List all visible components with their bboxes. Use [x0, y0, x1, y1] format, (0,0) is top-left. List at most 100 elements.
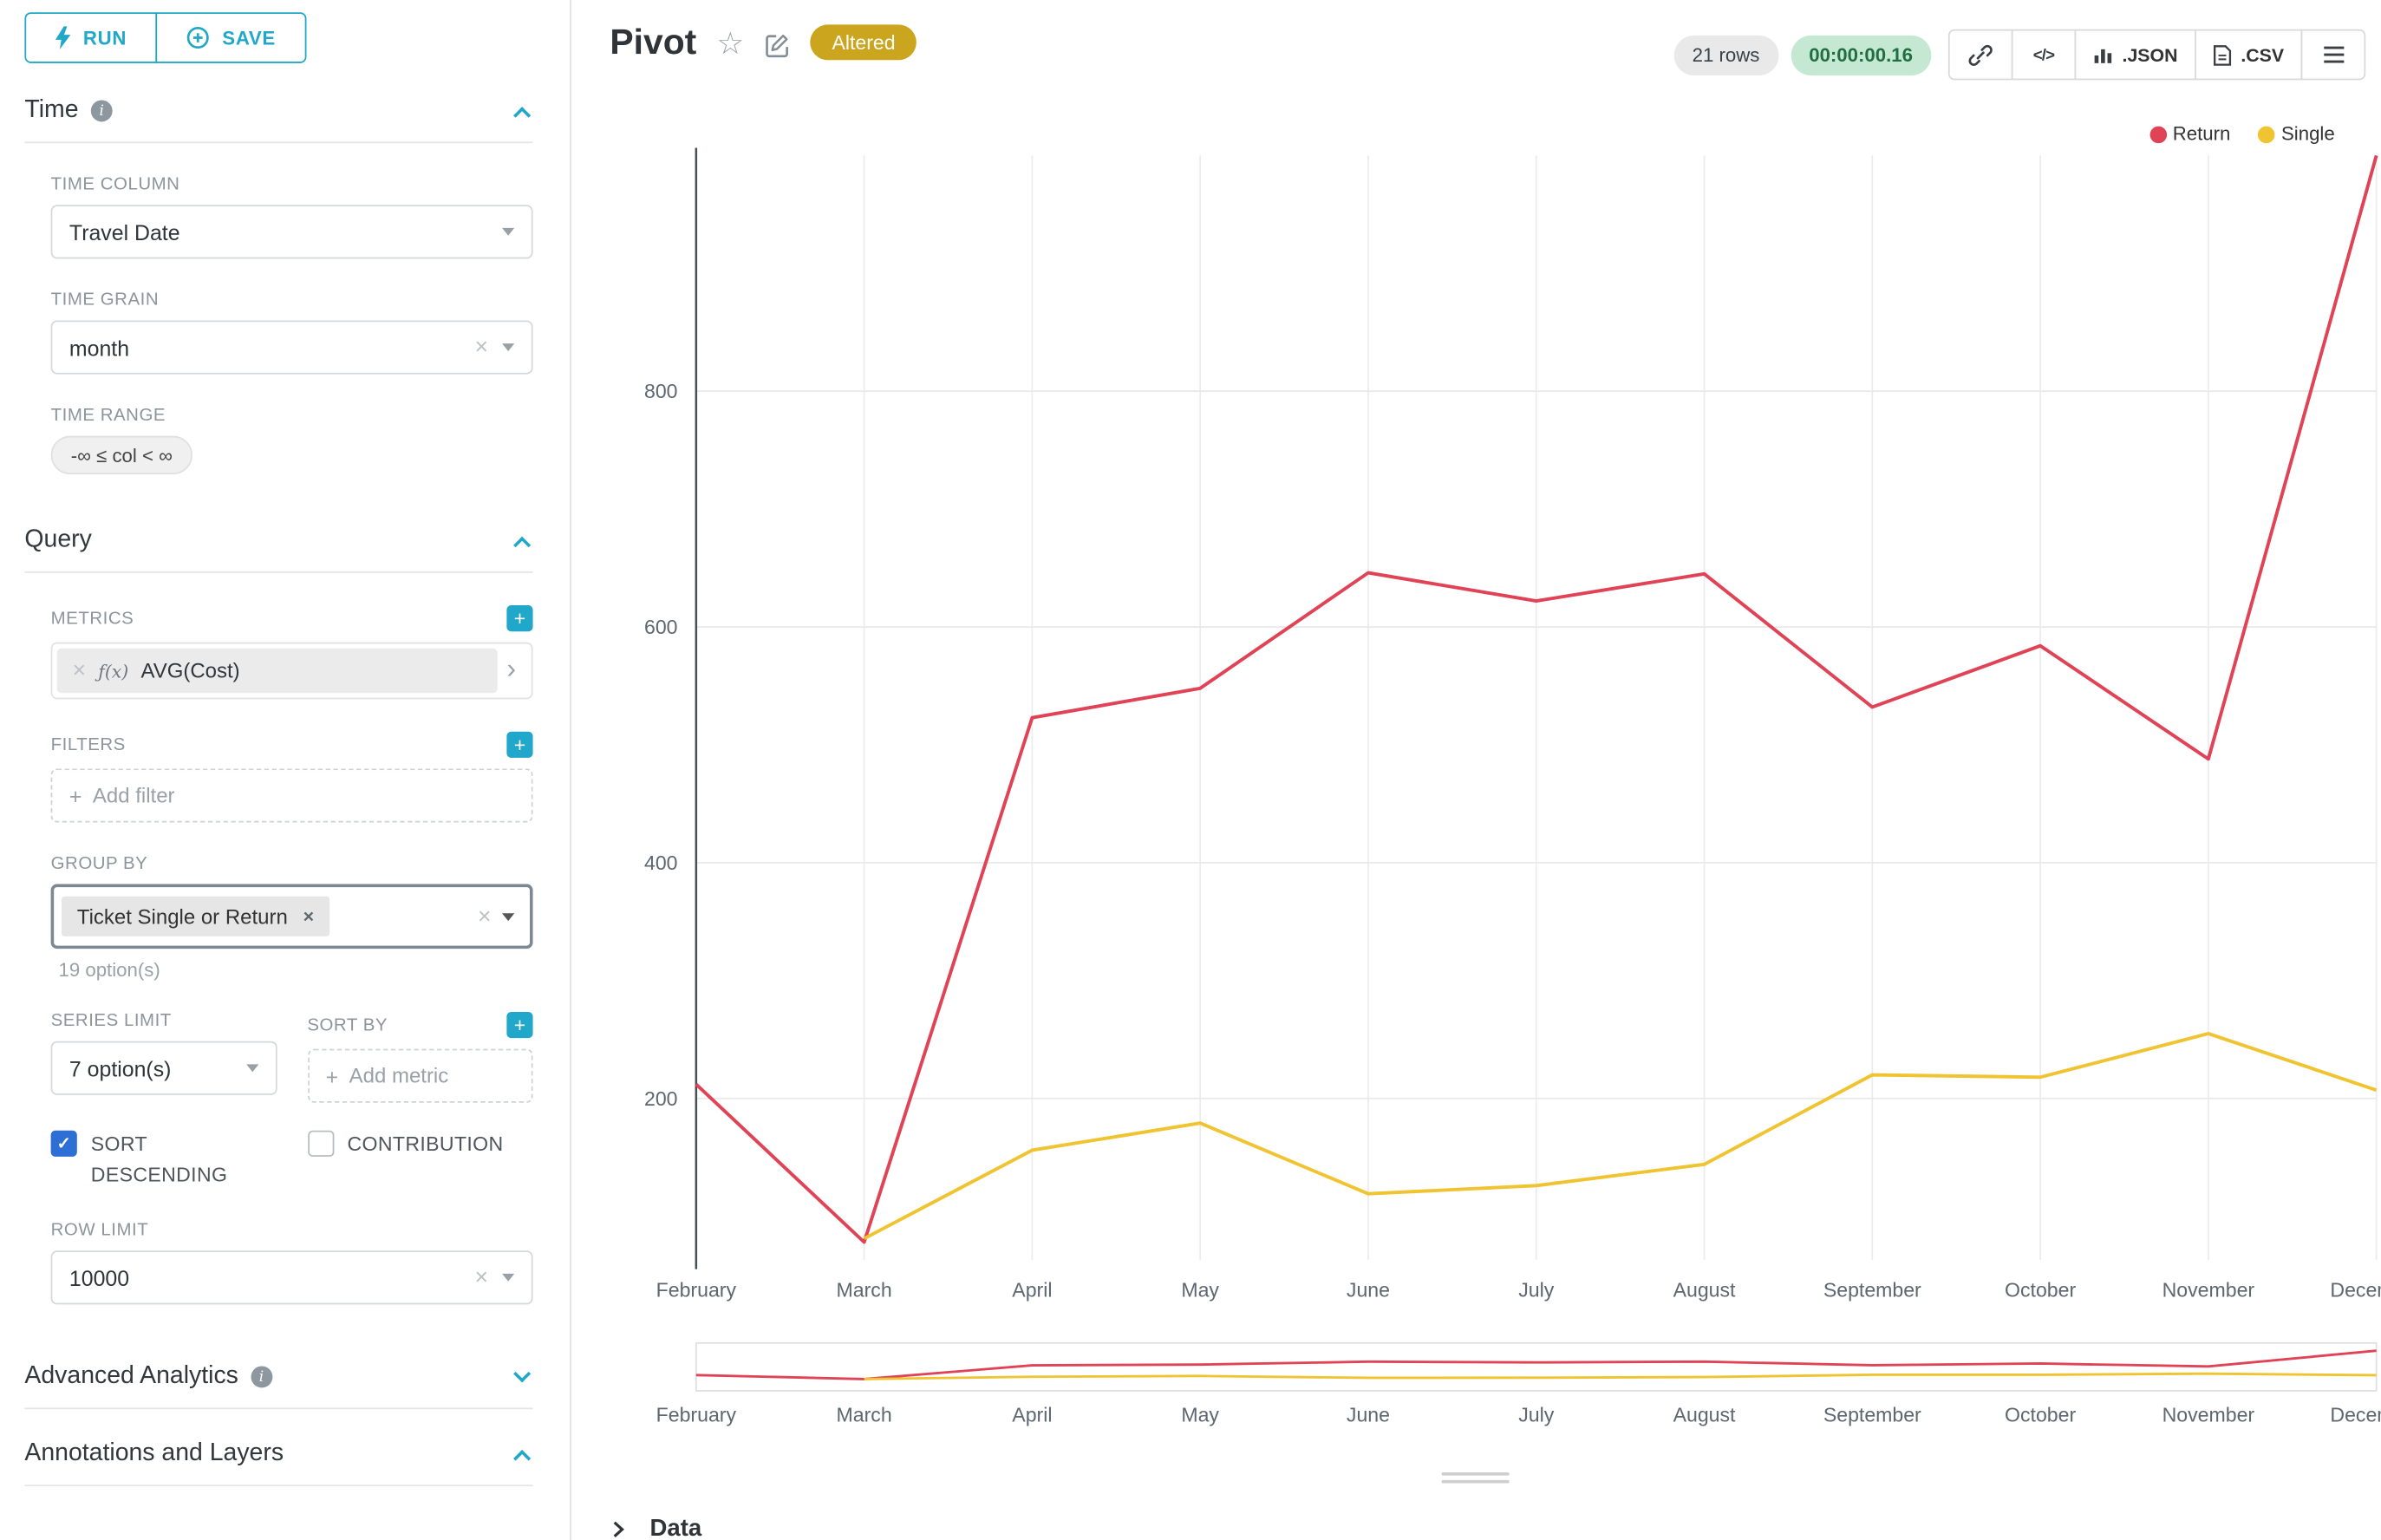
- add-filter-icon[interactable]: [506, 731, 533, 758]
- info-icon: [90, 100, 113, 122]
- chevron-down-icon: [502, 912, 515, 921]
- chevron-right-icon: [613, 1521, 624, 1537]
- run-button[interactable]: RUN: [24, 12, 158, 63]
- chevron-down-icon: [513, 1365, 532, 1383]
- function-icon: ƒ(x): [98, 660, 129, 682]
- series-limit-control: SERIES LIMIT 7 option(s): [50, 1011, 277, 1103]
- data-panel-toggle[interactable]: Data: [610, 1516, 701, 1540]
- legend-item-return[interactable]: Return: [2149, 123, 2230, 145]
- clear-icon[interactable]: [474, 336, 488, 359]
- group-by-select[interactable]: Ticket Single or Return: [50, 884, 533, 949]
- lightning-icon: [55, 26, 71, 49]
- svg-text:August: August: [1673, 1403, 1736, 1426]
- time-range-pill[interactable]: -∞ ≤ col < ∞: [50, 435, 193, 475]
- link-icon: [1968, 44, 1993, 66]
- svg-text:April: April: [1012, 1403, 1052, 1426]
- query-section-header[interactable]: Query: [24, 526, 533, 573]
- clear-icon[interactable]: [474, 1266, 488, 1289]
- altered-badge: Altered: [810, 24, 917, 61]
- save-icon: [187, 26, 210, 49]
- svg-text:December: December: [2330, 1403, 2381, 1426]
- line-chart[interactable]: 200 400 600 800 February March April May June Jul…: [610, 101, 2381, 1334]
- row-limit-select[interactable]: 10000: [50, 1250, 533, 1305]
- mini-chart-preview[interactable]: February March April May June July August Septe…: [610, 1334, 2381, 1429]
- chevron-right-icon[interactable]: [504, 655, 527, 687]
- legend-item-single[interactable]: Single: [2258, 123, 2335, 145]
- chevron-up-icon: [513, 535, 532, 553]
- svg-text:May: May: [1181, 1279, 1219, 1302]
- sort-descending-checkbox[interactable]: [50, 1130, 77, 1157]
- metric-item[interactable]: ƒ(x) AVG(Cost): [50, 642, 533, 700]
- clear-icon[interactable]: [478, 905, 492, 929]
- chevron-down-icon: [245, 1064, 258, 1073]
- svg-text:October: October: [2005, 1403, 2076, 1426]
- contribution-checkbox[interactable]: [307, 1130, 334, 1157]
- add-sort-metric-icon[interactable]: [506, 1011, 533, 1039]
- svg-text:March: March: [837, 1279, 892, 1302]
- action-buttons: RUN SAVE: [24, 12, 570, 63]
- control-panel: RUN SAVE Time TIME COLUMN Travel Date TI…: [0, 0, 571, 1540]
- group-by-chip[interactable]: Ticket Single or Return: [62, 896, 329, 936]
- svg-text:December: December: [2330, 1279, 2381, 1302]
- annotations-section-header[interactable]: Annotations and Layers: [24, 1440, 533, 1487]
- metric-label: AVG(Cost): [140, 659, 240, 682]
- add-sort-metric-field[interactable]: Add metric: [307, 1048, 533, 1103]
- group-by-options-hint: 19 option(s): [58, 959, 160, 982]
- export-button-group: .JSON .CSV: [1947, 29, 2366, 81]
- contribution-control[interactable]: CONTRIBUTION: [307, 1129, 532, 1159]
- file-icon: [2213, 44, 2232, 65]
- series-limit-label: SERIES LIMIT: [50, 1011, 172, 1031]
- filters-label: FILTERS: [50, 735, 126, 754]
- metrics-control: METRICS ƒ(x) AVG(Cost): [50, 605, 533, 700]
- export-json-button[interactable]: .JSON: [2074, 29, 2196, 81]
- time-section-header[interactable]: Time: [24, 96, 533, 144]
- edit-icon[interactable]: [764, 31, 790, 57]
- row-count-badge: 21 rows: [1673, 34, 1778, 75]
- time-grain-value: month: [68, 335, 130, 360]
- add-metric-icon[interactable]: [506, 605, 533, 632]
- menu-button[interactable]: [2300, 29, 2366, 81]
- svg-text:200: 200: [644, 1087, 678, 1110]
- chart-icon: [2094, 49, 2112, 63]
- chevron-down-icon: [502, 227, 515, 236]
- metric-pill: ƒ(x) AVG(Cost): [56, 648, 498, 694]
- add-filter-field[interactable]: Add filter: [50, 768, 533, 823]
- group-by-label: GROUP BY: [50, 854, 148, 874]
- time-column-control: TIME COLUMN Travel Date: [50, 175, 533, 259]
- star-icon[interactable]: [716, 29, 744, 60]
- row-limit-label: ROW LIMIT: [50, 1221, 149, 1240]
- remove-metric-icon[interactable]: [72, 659, 86, 682]
- svg-text:June: June: [1347, 1279, 1390, 1302]
- time-grain-control: TIME GRAIN month: [50, 291, 533, 375]
- plus-icon: [326, 1065, 339, 1086]
- sort-by-label: SORT BY: [307, 1015, 388, 1034]
- save-button[interactable]: SAVE: [155, 12, 307, 63]
- time-grain-select[interactable]: month: [50, 320, 533, 375]
- svg-text:November: November: [2162, 1403, 2255, 1426]
- sort-descending-control[interactable]: SORT DESCENDING: [50, 1129, 277, 1189]
- svg-text:600: 600: [644, 616, 678, 638]
- view-query-button[interactable]: [2011, 29, 2077, 81]
- time-column-select[interactable]: Travel Date: [50, 205, 533, 259]
- advanced-analytics-title: Advanced Analytics: [24, 1362, 238, 1390]
- chevron-up-icon: [513, 106, 532, 124]
- export-csv-button[interactable]: .CSV: [2195, 29, 2303, 81]
- legend-dot: [2149, 125, 2167, 143]
- add-filter-placeholder: Add filter: [92, 784, 175, 807]
- copy-link-button[interactable]: [1947, 29, 2013, 81]
- filters-control: FILTERS Add filter: [50, 731, 533, 823]
- svg-text:February: February: [656, 1403, 737, 1426]
- remove-chip-icon[interactable]: [303, 905, 314, 927]
- time-section-title: Time: [24, 96, 79, 124]
- resize-handle[interactable]: [1441, 1472, 1510, 1488]
- data-panel-title: Data: [649, 1515, 702, 1540]
- svg-text:800: 800: [644, 380, 678, 402]
- svg-text:August: August: [1673, 1279, 1736, 1302]
- series-limit-select[interactable]: 7 option(s): [50, 1041, 277, 1095]
- save-button-label: SAVE: [222, 27, 276, 49]
- advanced-analytics-section-header[interactable]: Advanced Analytics: [24, 1362, 533, 1410]
- group-by-control: GROUP BY Ticket Single or Return: [50, 854, 533, 949]
- svg-text:May: May: [1181, 1403, 1219, 1426]
- chevron-up-icon: [513, 1449, 532, 1467]
